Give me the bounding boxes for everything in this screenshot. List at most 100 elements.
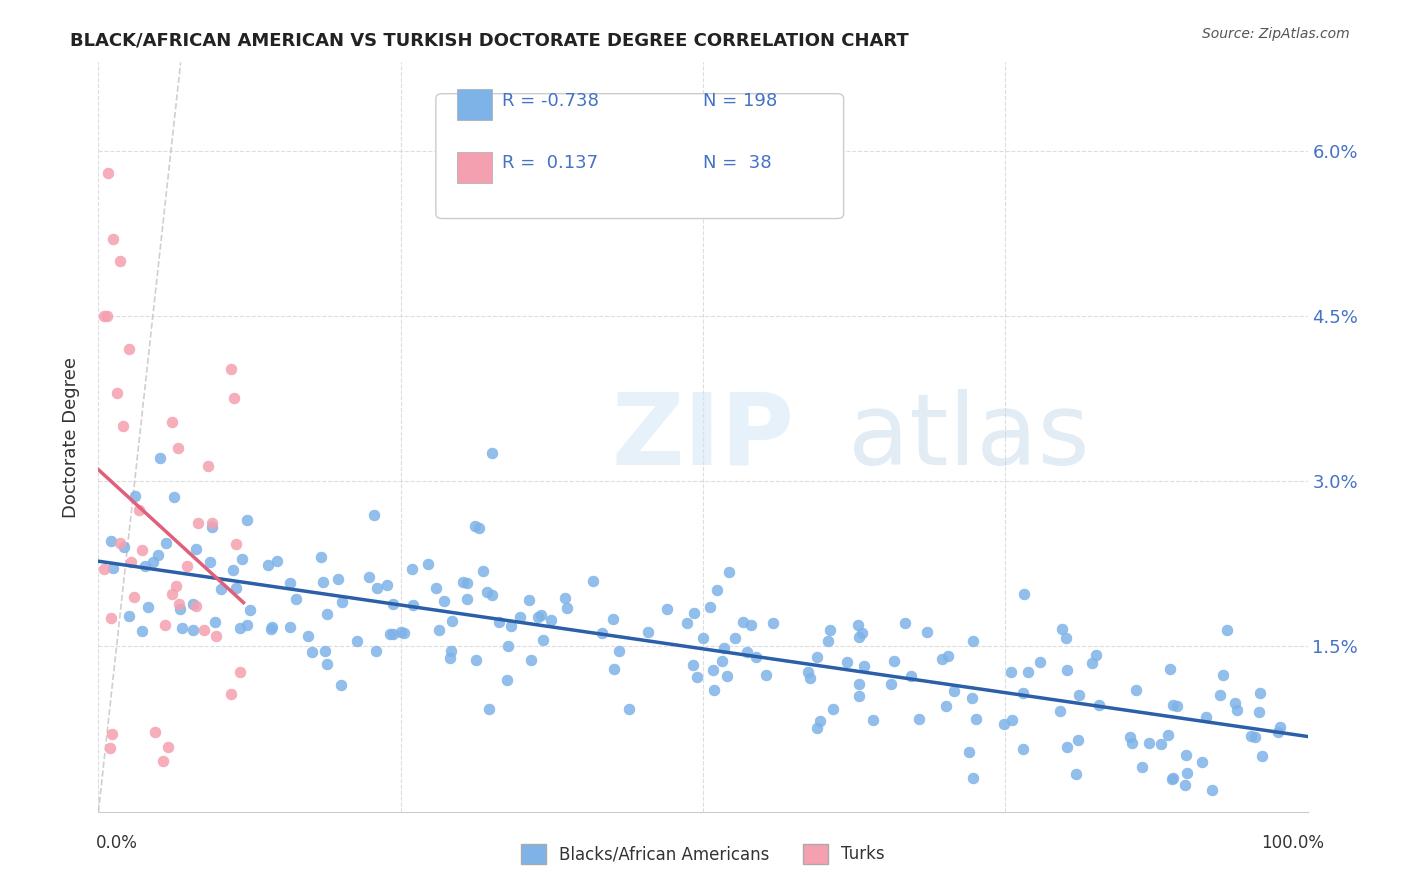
- Point: [526, 610, 548, 624]
- Point: [481, 446, 503, 460]
- Point: [108, 536, 131, 550]
- Point: [846, 617, 869, 632]
- Point: [1011, 741, 1033, 756]
- Point: [731, 615, 754, 629]
- Point: [762, 616, 785, 631]
- Point: [201, 520, 224, 534]
- Point: [204, 615, 226, 629]
- Point: [848, 677, 870, 691]
- Point: [152, 755, 174, 769]
- Point: [862, 713, 884, 727]
- Point: [1150, 737, 1173, 751]
- Point: [1243, 730, 1265, 744]
- Point: [683, 606, 706, 620]
- Point: [209, 582, 232, 597]
- Text: R =  0.137: R = 0.137: [502, 154, 598, 172]
- Point: [724, 631, 747, 645]
- Point: [1084, 648, 1107, 662]
- Point: [441, 614, 464, 628]
- Point: [716, 669, 738, 683]
- Point: [193, 624, 215, 638]
- Point: [389, 625, 412, 640]
- Text: Source: ZipAtlas.com: Source: ZipAtlas.com: [1202, 27, 1350, 41]
- Point: [330, 678, 353, 692]
- Point: [100, 611, 122, 625]
- Point: [259, 622, 281, 636]
- Point: [377, 578, 399, 592]
- Point: [278, 620, 301, 634]
- Point: [1121, 736, 1143, 750]
- Point: [108, 253, 131, 268]
- Point: [1209, 688, 1232, 702]
- Point: [1216, 623, 1239, 637]
- Point: [112, 540, 135, 554]
- Text: BLACK/AFRICAN AMERICAN VS TURKISH DOCTORATE DEGREE CORRELATION CHART: BLACK/AFRICAN AMERICAN VS TURKISH DOCTOR…: [70, 31, 910, 49]
- Point: [186, 541, 208, 556]
- Point: [1240, 729, 1263, 743]
- Point: [143, 724, 166, 739]
- Point: [1177, 766, 1199, 780]
- Point: [312, 574, 335, 589]
- Point: [602, 612, 624, 626]
- Point: [1012, 686, 1035, 700]
- Point: [1067, 688, 1090, 702]
- Point: [496, 639, 519, 653]
- Point: [530, 607, 553, 622]
- Point: [148, 548, 170, 562]
- Point: [120, 555, 142, 569]
- Point: [957, 745, 980, 759]
- Point: [301, 645, 323, 659]
- Text: N = 198: N = 198: [703, 92, 778, 110]
- Point: [676, 615, 699, 630]
- Point: [1249, 686, 1271, 700]
- Point: [993, 717, 1015, 731]
- Point: [894, 616, 917, 631]
- Point: [219, 362, 242, 376]
- Point: [1174, 778, 1197, 792]
- Point: [1161, 771, 1184, 785]
- Point: [1050, 622, 1073, 636]
- Point: [98, 741, 121, 756]
- Point: [879, 677, 901, 691]
- Point: [142, 556, 165, 570]
- Point: [1175, 747, 1198, 762]
- Point: [236, 617, 259, 632]
- Point: [433, 594, 456, 608]
- Legend: Blacks/African Americans, Turks: Blacks/African Americans, Turks: [515, 838, 891, 871]
- Point: [1226, 703, 1249, 717]
- Point: [394, 625, 416, 640]
- Point: [239, 602, 262, 616]
- Point: [557, 601, 579, 615]
- Point: [187, 516, 209, 531]
- Point: [1056, 663, 1078, 677]
- Point: [122, 590, 145, 604]
- Point: [706, 582, 728, 597]
- Point: [1028, 655, 1050, 669]
- Text: N =  38: N = 38: [703, 154, 772, 172]
- Point: [1267, 724, 1289, 739]
- Point: [908, 712, 931, 726]
- Point: [451, 574, 474, 589]
- Point: [582, 574, 605, 588]
- Point: [297, 629, 319, 643]
- Point: [472, 564, 495, 578]
- Point: [381, 627, 404, 641]
- Point: [1160, 772, 1182, 787]
- Point: [257, 558, 280, 572]
- Point: [499, 619, 522, 633]
- Point: [531, 632, 554, 647]
- Point: [131, 542, 153, 557]
- Point: [456, 576, 478, 591]
- Point: [1250, 748, 1272, 763]
- Point: [100, 727, 122, 741]
- Point: [262, 620, 284, 634]
- Point: [1201, 782, 1223, 797]
- Point: [686, 670, 709, 684]
- Point: [198, 555, 221, 569]
- Point: [607, 644, 630, 658]
- Point: [134, 559, 156, 574]
- Point: [488, 615, 510, 629]
- Point: [711, 654, 734, 668]
- Point: [797, 665, 820, 679]
- Point: [1159, 662, 1181, 676]
